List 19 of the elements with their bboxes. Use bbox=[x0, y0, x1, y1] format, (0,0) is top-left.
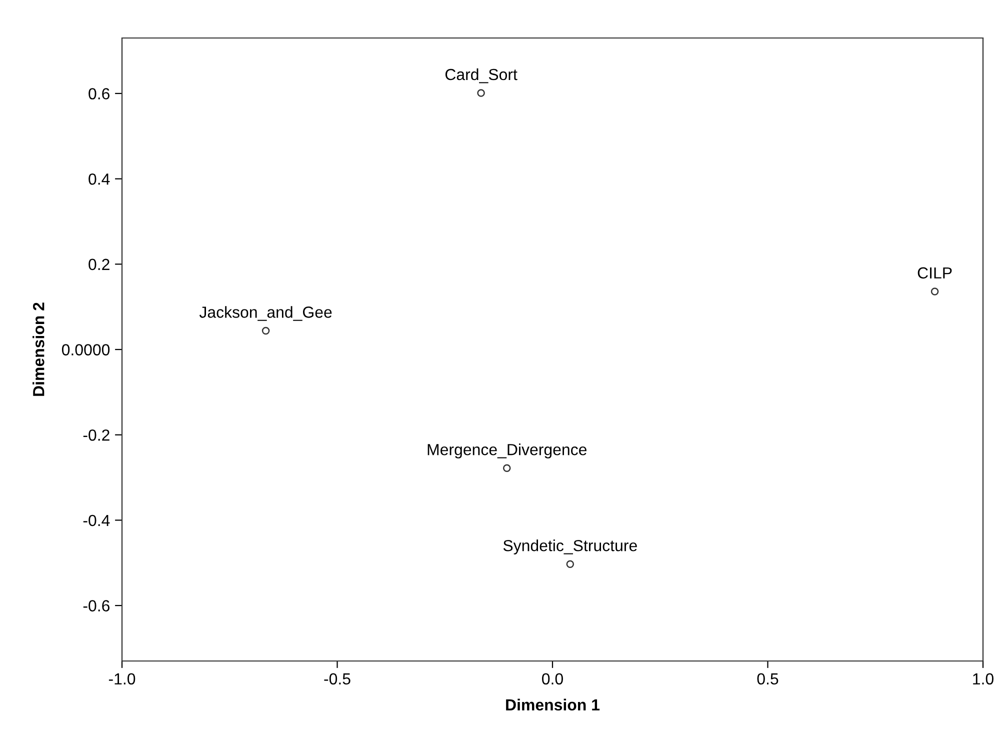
annotation: Syndetic_Structure bbox=[503, 540, 637, 554]
y-tick-label: -0.6 bbox=[83, 600, 110, 612]
y-tick-label: 0.2 bbox=[88, 258, 110, 270]
annotation: Jackson_and_Gee bbox=[199, 306, 332, 321]
y-tick-label: 0.4 bbox=[88, 173, 110, 185]
y-tick-label: 0.0000 bbox=[62, 344, 110, 356]
x-axis-title: Dimension 1 bbox=[506, 698, 600, 711]
x-tick-label: 0.5 bbox=[757, 673, 778, 685]
annotation: Card_Sort bbox=[445, 68, 518, 84]
x-tick-label: 1.0 bbox=[973, 673, 994, 685]
x-tick-label: 0.0 bbox=[542, 673, 563, 685]
annotation: CILP bbox=[918, 267, 952, 279]
x-tick-label: -0.5 bbox=[324, 673, 350, 685]
y-tick-label: -0.4 bbox=[83, 514, 110, 526]
x-tick-label: -1.0 bbox=[108, 673, 136, 685]
y-tick-label: -0.2 bbox=[83, 429, 110, 441]
annotation: Mergence_Divergence bbox=[428, 444, 587, 458]
y-axis-title: Dimension 2 bbox=[32, 302, 44, 396]
y-tick-label: 0.6 bbox=[88, 88, 110, 100]
